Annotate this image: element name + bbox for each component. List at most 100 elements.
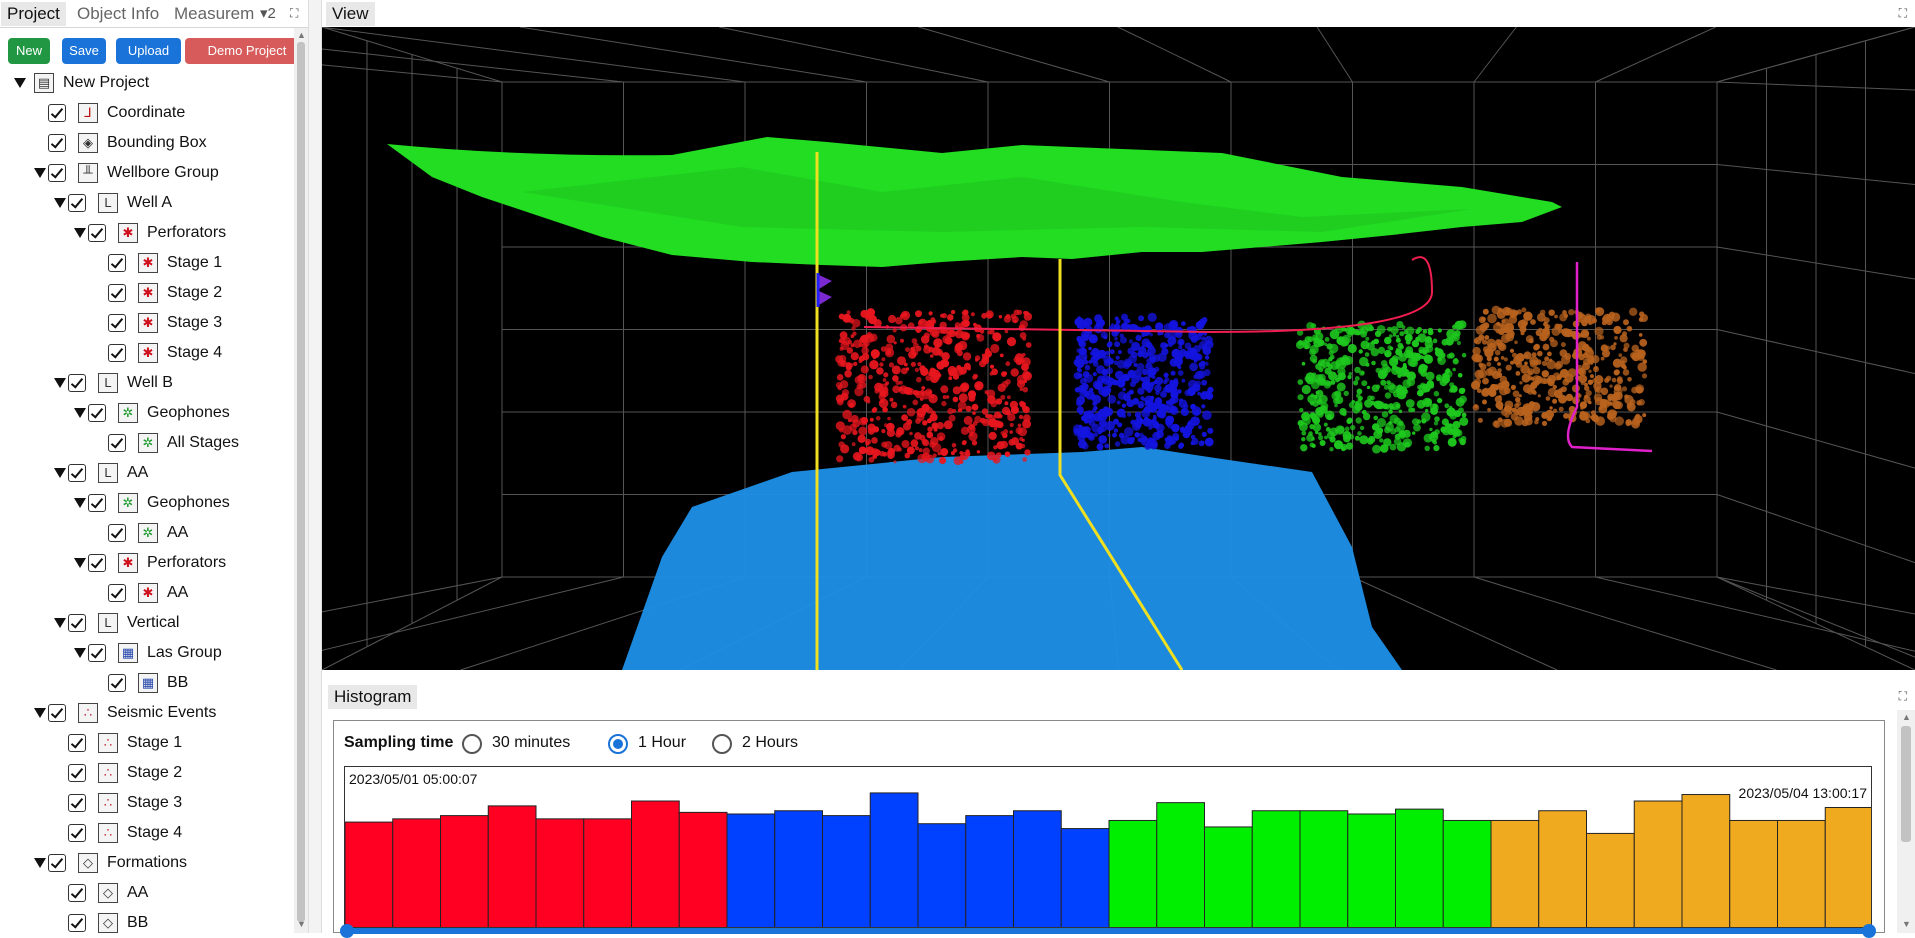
scroll-down-icon[interactable]: ▼ bbox=[297, 919, 306, 929]
visibility-checkbox[interactable] bbox=[108, 284, 126, 302]
tree-item[interactable]: ╨Wellbore Group bbox=[0, 160, 294, 190]
tree-item[interactable]: ✱Stage 2 bbox=[0, 280, 294, 310]
visibility-checkbox[interactable] bbox=[108, 524, 126, 542]
visibility-checkbox[interactable] bbox=[48, 854, 66, 872]
histogram-bar[interactable] bbox=[918, 824, 966, 928]
histogram-bar[interactable] bbox=[823, 816, 871, 928]
histogram-bar[interactable] bbox=[1014, 811, 1062, 928]
radio-label-1-hour[interactable]: 1 Hour bbox=[638, 734, 686, 752]
histogram-bar[interactable] bbox=[1539, 811, 1587, 928]
visibility-checkbox[interactable] bbox=[68, 764, 86, 782]
scene-canvas[interactable] bbox=[322, 27, 1915, 670]
scroll-down-icon[interactable]: ▼ bbox=[1902, 919, 1911, 929]
maximize-icon[interactable]: ⛶ bbox=[1899, 689, 1907, 704]
radio-30-minutes[interactable] bbox=[462, 734, 482, 754]
histogram-bar[interactable] bbox=[345, 822, 393, 928]
radio-2-hours[interactable] bbox=[712, 734, 732, 754]
panel-splitter[interactable] bbox=[308, 0, 322, 933]
histogram-bar[interactable] bbox=[1348, 814, 1396, 928]
histogram-bar[interactable] bbox=[1443, 820, 1491, 928]
visibility-checkbox[interactable] bbox=[68, 914, 86, 932]
view-tab[interactable]: View bbox=[326, 2, 375, 26]
histogram-bar[interactable] bbox=[441, 816, 489, 928]
3d-viewport[interactable] bbox=[322, 27, 1915, 670]
expand-arrow-icon[interactable] bbox=[54, 618, 66, 628]
histogram-bar[interactable] bbox=[966, 816, 1014, 928]
visibility-checkbox[interactable] bbox=[68, 734, 86, 752]
scroll-up-icon[interactable]: ▲ bbox=[297, 30, 306, 40]
visibility-checkbox[interactable] bbox=[108, 674, 126, 692]
histogram-bar[interactable] bbox=[632, 801, 680, 928]
histogram-bar[interactable] bbox=[1061, 829, 1109, 928]
visibility-checkbox[interactable] bbox=[108, 344, 126, 362]
radio-label-30-minutes[interactable]: 30 minutes bbox=[492, 734, 570, 752]
visibility-checkbox[interactable] bbox=[88, 554, 106, 572]
tree-item[interactable]: ✲Geophones bbox=[0, 400, 294, 430]
tabs-overflow-button[interactable]: ▾2 bbox=[260, 4, 276, 22]
tree-item[interactable]: ◇BB bbox=[0, 910, 294, 933]
histogram-bar[interactable] bbox=[1252, 811, 1300, 928]
histogram-bar[interactable] bbox=[488, 806, 536, 928]
visibility-checkbox[interactable] bbox=[88, 404, 106, 422]
visibility-checkbox[interactable] bbox=[108, 254, 126, 272]
tree-item[interactable]: ◇AA bbox=[0, 880, 294, 910]
histogram-bar[interactable] bbox=[393, 819, 441, 928]
tree-item[interactable]: ✱Perforators bbox=[0, 550, 294, 580]
expand-arrow-icon[interactable] bbox=[74, 498, 86, 508]
tree-item[interactable]: ∴Stage 2 bbox=[0, 760, 294, 790]
tab-object-info[interactable]: Object Info bbox=[71, 2, 165, 26]
scrollbar-thumb[interactable] bbox=[1901, 726, 1911, 842]
histogram-bar[interactable] bbox=[1778, 820, 1826, 928]
tree-item[interactable]: ∴Seismic Events bbox=[0, 700, 294, 730]
save-button[interactable]: Save bbox=[62, 38, 106, 64]
radio-1-hour[interactable] bbox=[608, 734, 628, 754]
histogram-bar[interactable] bbox=[1396, 809, 1444, 928]
tree-item[interactable]: ∴Stage 4 bbox=[0, 820, 294, 850]
tree-scrollbar[interactable]: ▲ ▼ bbox=[294, 28, 308, 933]
visibility-checkbox[interactable] bbox=[108, 584, 126, 602]
histogram-bar[interactable] bbox=[1825, 808, 1872, 929]
tree-item[interactable]: ◈Bounding Box bbox=[0, 130, 294, 160]
tree-item[interactable]: ✲All Stages bbox=[0, 430, 294, 460]
maximize-icon[interactable]: ⛶ bbox=[1899, 6, 1907, 21]
expand-arrow-icon[interactable] bbox=[34, 708, 46, 718]
visibility-checkbox[interactable] bbox=[68, 824, 86, 842]
range-end-handle[interactable] bbox=[1862, 924, 1876, 938]
tree-item[interactable]: ✱AA bbox=[0, 580, 294, 610]
visibility-checkbox[interactable] bbox=[68, 794, 86, 812]
radio-label-2-hours[interactable]: 2 Hours bbox=[742, 734, 798, 752]
visibility-checkbox[interactable] bbox=[48, 164, 66, 182]
histogram-scrollbar[interactable]: ▲ ▼ bbox=[1897, 710, 1915, 933]
visibility-checkbox[interactable] bbox=[68, 194, 86, 212]
scrollbar-thumb[interactable] bbox=[297, 42, 305, 922]
histogram-bar[interactable] bbox=[584, 819, 632, 928]
visibility-checkbox[interactable] bbox=[108, 434, 126, 452]
range-start-handle[interactable] bbox=[340, 924, 354, 938]
visibility-checkbox[interactable] bbox=[88, 644, 106, 662]
visibility-checkbox[interactable] bbox=[48, 104, 66, 122]
tree-item[interactable]: ⅃Coordinate bbox=[0, 100, 294, 130]
tree-item[interactable]: ∴Stage 3 bbox=[0, 790, 294, 820]
visibility-checkbox[interactable] bbox=[48, 704, 66, 722]
tree-item[interactable]: ✲AA bbox=[0, 520, 294, 550]
expand-arrow-icon[interactable] bbox=[74, 408, 86, 418]
histogram-bar[interactable] bbox=[727, 814, 775, 928]
visibility-checkbox[interactable] bbox=[68, 614, 86, 632]
tree-item[interactable]: ✱Stage 1 bbox=[0, 250, 294, 280]
tree-item[interactable]: ∴Stage 1 bbox=[0, 730, 294, 760]
histogram-bar[interactable] bbox=[536, 819, 584, 928]
expand-arrow-icon[interactable] bbox=[74, 228, 86, 238]
visibility-checkbox[interactable] bbox=[48, 134, 66, 152]
histogram-bar[interactable] bbox=[1730, 820, 1778, 928]
scroll-up-icon[interactable]: ▲ bbox=[1902, 712, 1911, 722]
visibility-checkbox[interactable] bbox=[68, 464, 86, 482]
histogram-bar[interactable] bbox=[1109, 820, 1157, 928]
tree-item[interactable]: ✱Stage 4 bbox=[0, 340, 294, 370]
histogram-bar[interactable] bbox=[1157, 803, 1205, 928]
histogram-bar[interactable] bbox=[775, 811, 823, 928]
histogram-bar[interactable] bbox=[1587, 833, 1635, 928]
